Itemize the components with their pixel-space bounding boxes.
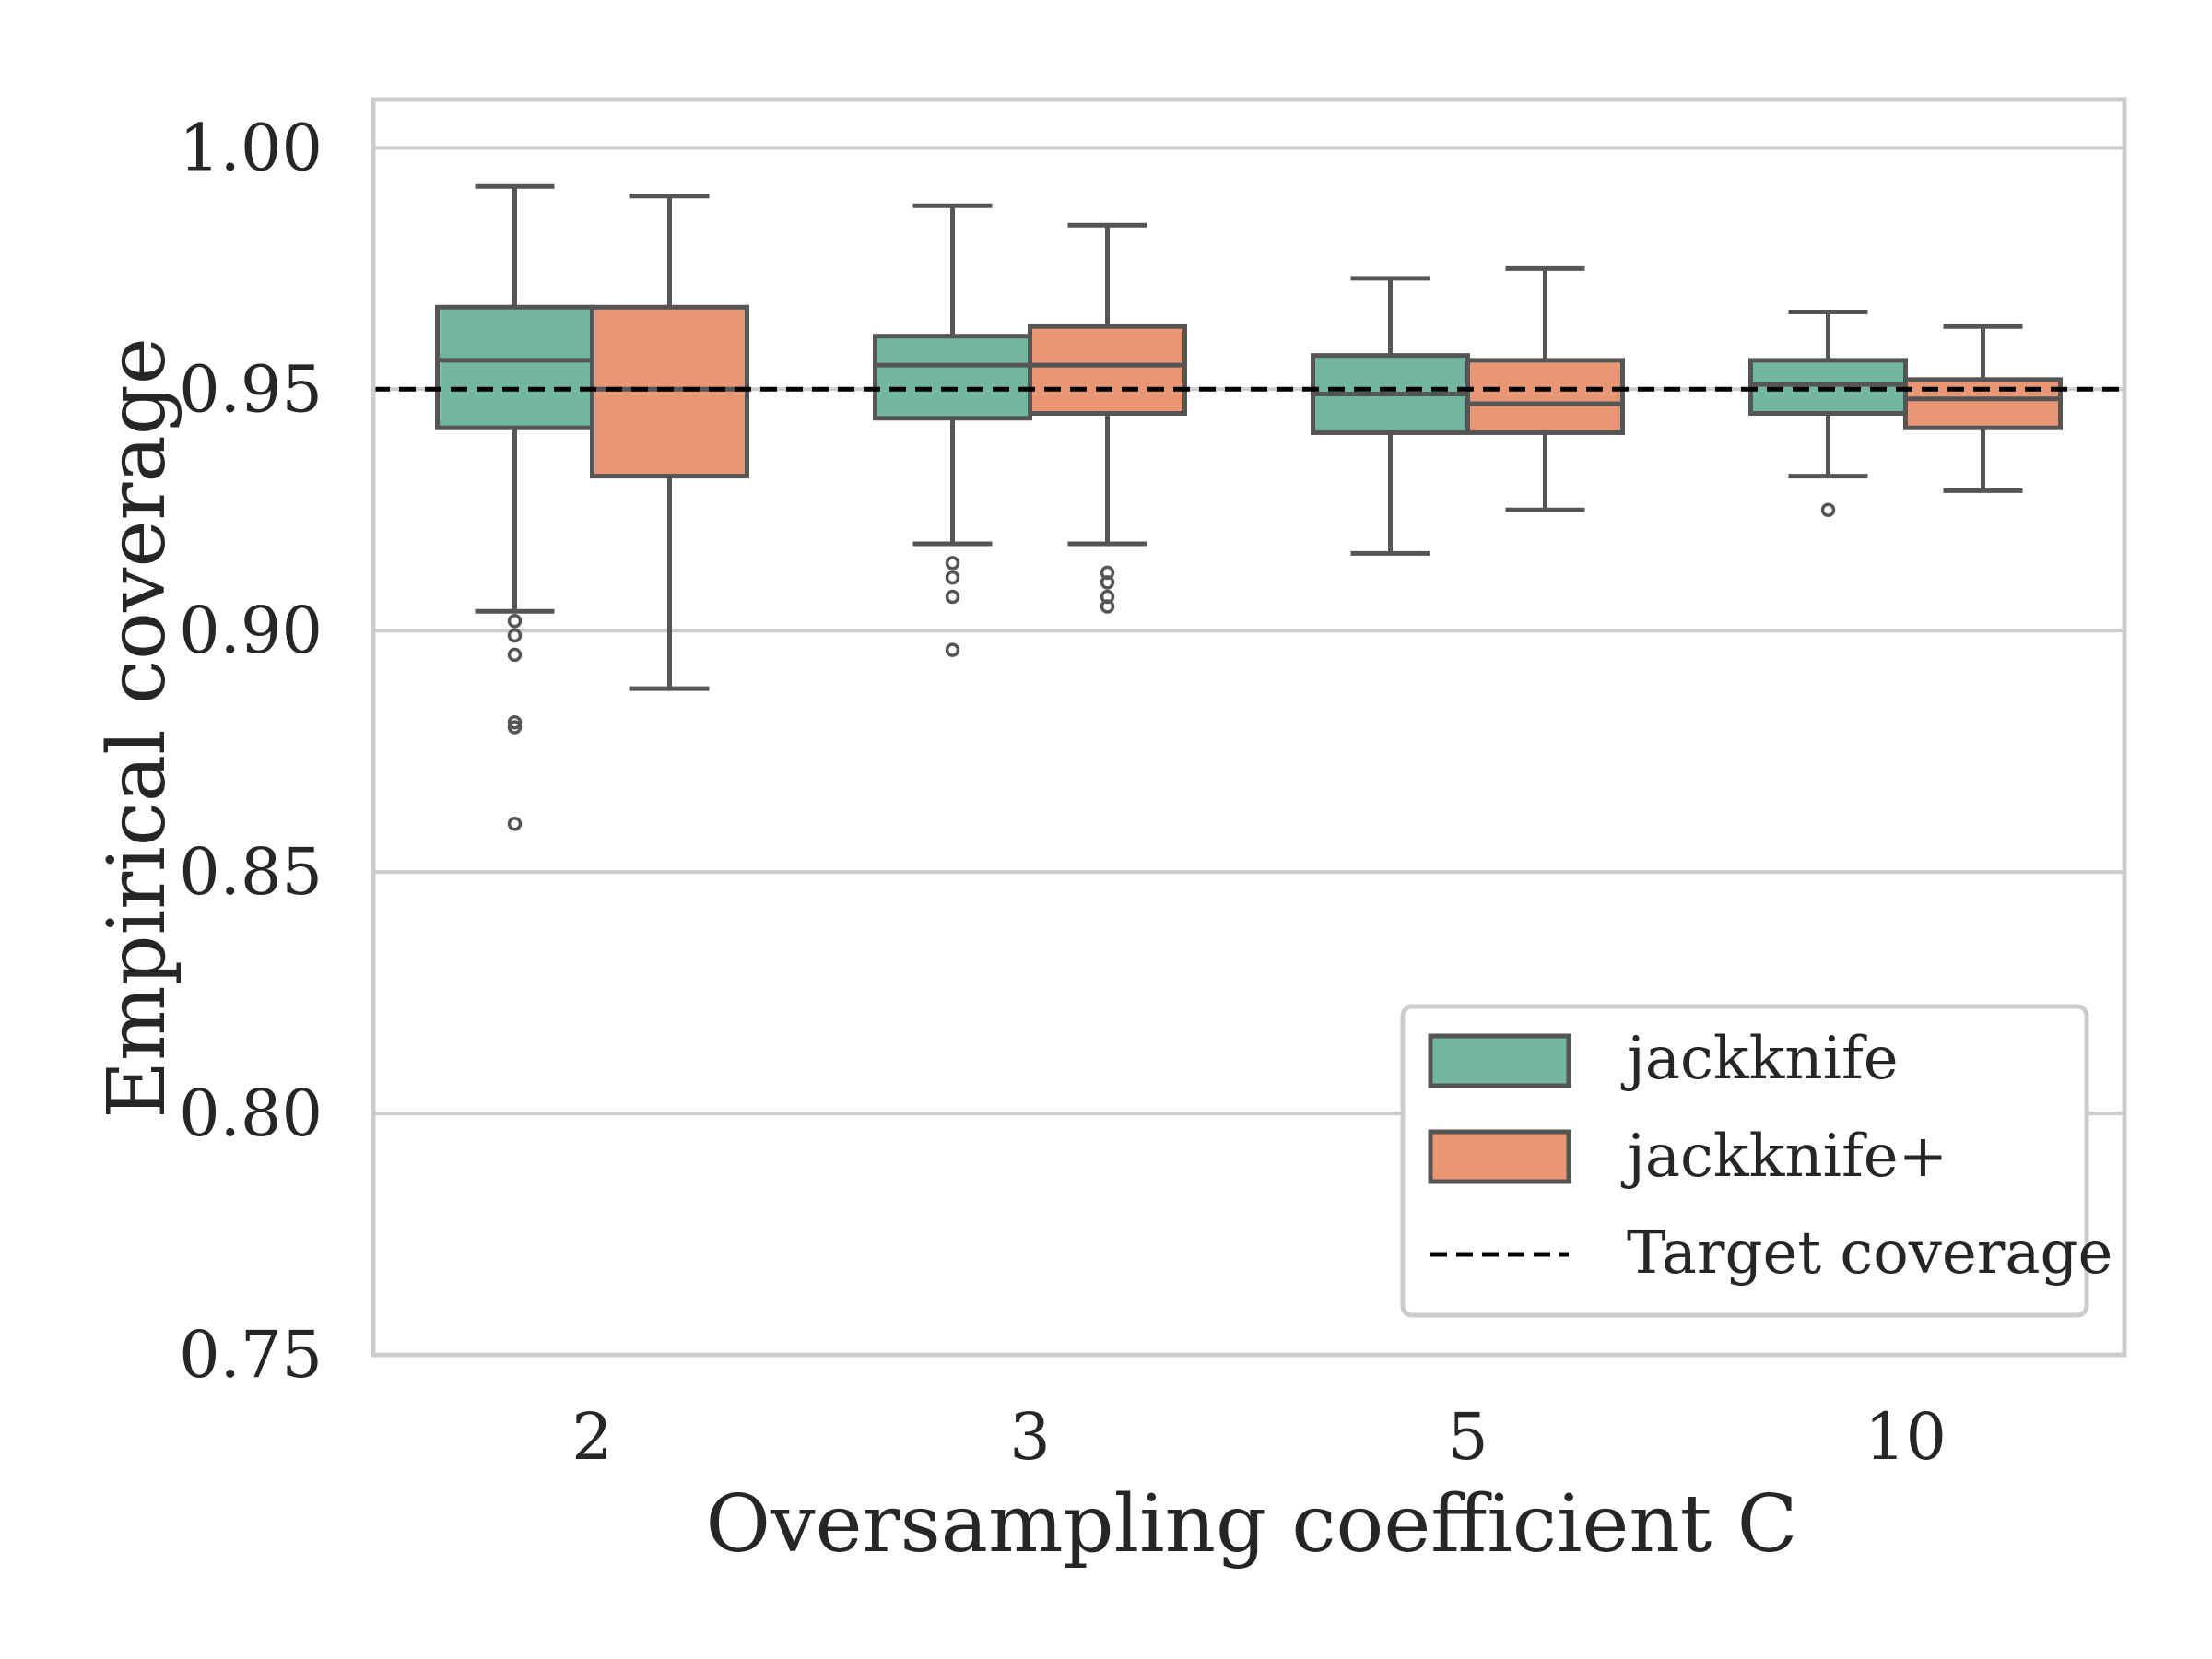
y-tick-label: 0.95 [179, 351, 323, 427]
y-tick-label: 0.90 [179, 593, 323, 668]
outlier-point [507, 817, 523, 831]
y-tick-label: 0.85 [179, 834, 323, 910]
box-iqr [1465, 358, 1625, 435]
outlier-point [945, 556, 960, 571]
box-jackknife-plus-C5 [1465, 265, 1625, 512]
y-tick-labels: 0.75 0.80 0.85 0.90 0.95 1.00 [179, 110, 323, 1393]
outlier-point [507, 628, 523, 643]
y-tick-label: 0.80 [179, 1076, 323, 1151]
box-jackknife-plus-C3 [1028, 222, 1187, 614]
box-iqr [873, 334, 1032, 421]
outlier-point [507, 720, 523, 735]
y-tick-label: 1.00 [179, 110, 323, 185]
legend-label-jackknife: jackknife [1620, 1025, 1899, 1093]
legend-label-jackknife-plus: jackknife+ [1620, 1123, 1947, 1191]
boxes [435, 183, 2063, 831]
outlier-point [1820, 502, 1836, 518]
box-iqr [590, 304, 749, 479]
box-jackknife-C10 [1748, 309, 1908, 518]
box-jackknife-C5 [1311, 276, 1470, 556]
outlier-point [945, 642, 960, 657]
legend: jackknife jackknife+ Target coverage [1400, 1004, 2112, 1318]
box-jackknife-C3 [873, 203, 1032, 657]
x-tick-label: 2 [571, 1399, 613, 1475]
outlier-point [945, 589, 960, 605]
x-tick-label: 3 [1009, 1399, 1051, 1475]
plot-frame [371, 97, 2127, 1358]
legend-swatch-jackknife [1428, 1033, 1571, 1088]
y-axis-title: Empirical coverage [91, 337, 183, 1119]
outlier-point [1100, 575, 1115, 590]
outlier-point [945, 570, 960, 585]
legend-frame [1400, 1004, 2089, 1318]
outlier-point [507, 647, 523, 663]
outlier-point [507, 614, 523, 629]
box-iqr [1028, 324, 1187, 417]
box-iqr [1903, 377, 2063, 430]
x-axis-title: Oversampling coefficient C [706, 1478, 1798, 1571]
box-iqr [435, 304, 594, 430]
y-tick-label: 0.75 [179, 1317, 323, 1393]
x-tick-label: 10 [1865, 1399, 1947, 1475]
box-jackknife-C2 [435, 183, 594, 831]
legend-label-target-coverage: Target coverage [1627, 1219, 2112, 1288]
outlier-point [1100, 599, 1115, 614]
box-iqr [1748, 358, 1908, 416]
x-tick-labels: 2 3 5 10 [571, 1399, 1947, 1475]
outlier-point [507, 715, 523, 730]
x-tick-label: 5 [1447, 1399, 1488, 1475]
legend-swatch-jackknife-plus [1428, 1129, 1571, 1184]
